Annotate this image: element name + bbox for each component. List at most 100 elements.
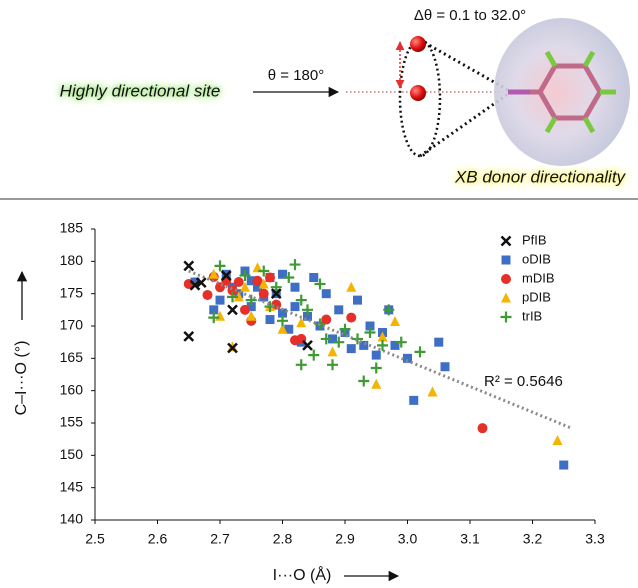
point — [290, 282, 300, 292]
point — [246, 302, 256, 312]
point — [264, 301, 276, 313]
y-tick-label: 140 — [60, 511, 84, 527]
point — [364, 326, 376, 338]
point — [346, 281, 357, 292]
legend-label: PfIB — [522, 232, 547, 247]
point — [277, 323, 288, 334]
cone-line — [419, 38, 509, 92]
point — [358, 375, 370, 387]
point — [202, 289, 213, 300]
point — [227, 341, 238, 352]
y-tick-label: 160 — [60, 381, 84, 397]
point — [440, 362, 450, 372]
point — [327, 359, 338, 371]
point — [290, 302, 300, 312]
point — [320, 333, 332, 345]
point — [189, 279, 201, 291]
x-tick-label: 3.1 — [460, 531, 480, 547]
point — [346, 312, 357, 323]
point — [246, 310, 257, 321]
point — [190, 277, 200, 287]
point — [334, 305, 344, 315]
point — [284, 324, 294, 334]
point — [252, 275, 263, 286]
point — [214, 260, 226, 272]
point — [333, 336, 345, 348]
x-tick-label: 2.6 — [148, 531, 168, 547]
point — [240, 304, 250, 315]
legend-marker — [501, 292, 511, 303]
point — [314, 278, 326, 290]
legend-label: mDIB — [522, 270, 555, 285]
x-tick-label: 2.5 — [85, 531, 105, 547]
point — [353, 295, 362, 305]
point — [346, 344, 356, 354]
x-axis-label: I···O (Å) — [273, 565, 332, 584]
point — [278, 308, 287, 318]
angle-label: θ = 180° — [268, 67, 324, 84]
point — [302, 340, 313, 351]
point — [321, 314, 332, 325]
point — [427, 386, 438, 397]
x-tick-label: 3.0 — [398, 531, 418, 547]
point — [371, 378, 382, 389]
point — [414, 346, 426, 358]
point — [289, 259, 301, 271]
point — [321, 289, 331, 299]
molecule-surface — [494, 18, 630, 166]
point — [302, 304, 313, 316]
diagram: Highly directional site θ = 180° Δθ = 0.… — [60, 7, 630, 186]
y-tick-label: 145 — [60, 478, 84, 494]
point — [434, 337, 444, 347]
point — [227, 291, 238, 303]
y-tick-label: 175 — [60, 284, 84, 300]
oxygen — [410, 85, 426, 101]
point — [559, 460, 569, 470]
point — [258, 265, 270, 277]
point — [258, 278, 269, 289]
fluorines — [544, 50, 616, 134]
point — [265, 315, 275, 325]
point — [195, 277, 207, 289]
x-tick-label: 2.8 — [273, 531, 293, 547]
x-tick-label: 3.2 — [523, 531, 543, 547]
point — [309, 273, 319, 282]
trendline — [188, 269, 571, 429]
legend-marker — [501, 255, 511, 265]
point — [233, 277, 244, 288]
point — [383, 304, 395, 316]
annotation: R² = 0.5646 — [484, 373, 563, 390]
point — [258, 288, 269, 299]
point — [265, 272, 275, 283]
point — [303, 311, 312, 321]
point — [359, 340, 369, 350]
left-label: Highly directional site — [60, 81, 221, 100]
point — [295, 294, 307, 306]
point — [270, 288, 282, 300]
point — [390, 315, 400, 326]
point — [209, 305, 219, 315]
point — [477, 423, 488, 434]
point — [277, 315, 288, 327]
oxygen — [410, 36, 426, 52]
point — [409, 395, 419, 405]
point — [371, 350, 381, 360]
legend-label: oDIB — [522, 251, 551, 266]
point — [377, 331, 388, 342]
x-tick-label: 2.9 — [335, 531, 355, 547]
point — [227, 342, 238, 354]
point — [208, 312, 220, 324]
point — [246, 276, 256, 286]
point — [233, 291, 244, 302]
point — [295, 359, 307, 371]
cone-ellipse — [398, 38, 442, 158]
point — [183, 260, 195, 272]
y-axis-label: C–I···O (°) — [13, 341, 30, 416]
point — [183, 330, 195, 342]
point — [328, 334, 337, 344]
point — [245, 294, 257, 306]
point — [270, 281, 282, 293]
point — [403, 353, 412, 363]
point — [395, 336, 407, 348]
